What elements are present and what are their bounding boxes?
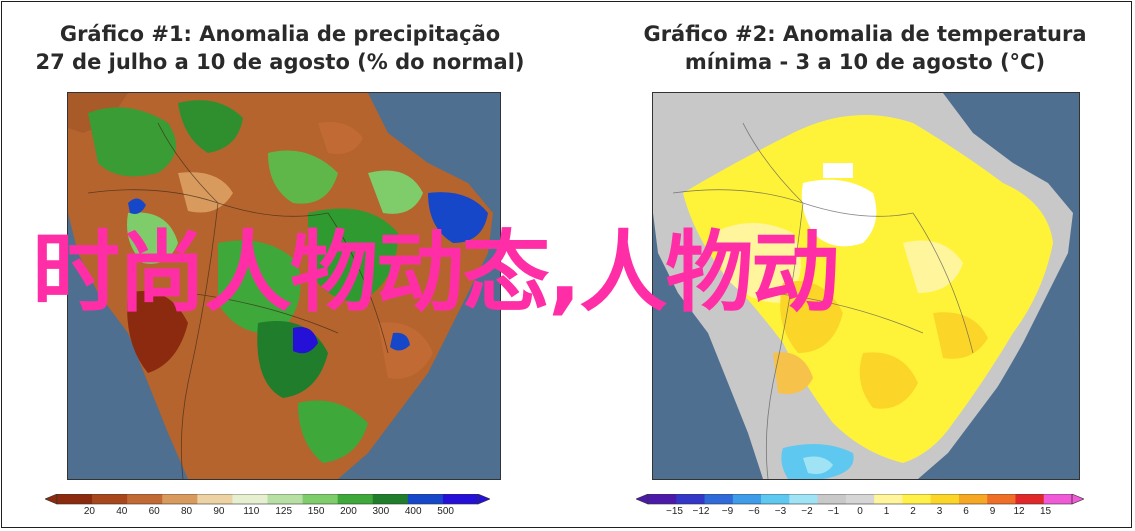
temp-colorbar-tick-label: −6 [748, 506, 760, 517]
temp-colorbar-tick-label: 15 [1039, 506, 1052, 517]
temp-colorbar-swatch [789, 494, 819, 504]
precip-colorbar-tick-label: 500 [437, 506, 454, 517]
temp-colorbar-tick-label: −2 [801, 506, 813, 517]
precip-colorbar-tick-label: 400 [404, 506, 422, 517]
temp-colorbar-tick-label: −15 [666, 506, 683, 517]
precip-colorbar-tick-label: 150 [307, 506, 325, 517]
precip-colorbar-swatch [57, 494, 93, 504]
temperature-anomaly-map [652, 92, 1080, 480]
precip-colorbar-swatch [407, 494, 444, 504]
precip-colorbar-swatch [197, 494, 233, 504]
temp-colorbar-swatch [817, 494, 847, 504]
temp-colorbar-tick-label: −1 [827, 506, 840, 517]
precip-colorbar-arrow-high [477, 494, 490, 505]
temp-colorbar-tick-label: 12 [1013, 506, 1025, 517]
precip-colorbar-swatch [92, 494, 128, 504]
temp-colorbar-swatch [704, 494, 734, 504]
temp-colorbar-tick-label: 2 [910, 506, 916, 517]
temp-colorbar-swatch [1043, 494, 1073, 504]
temp-colorbar-swatch [1015, 494, 1045, 504]
temp-colorbar-swatch [761, 494, 790, 504]
temperature-colorbar: −15 −12 −9 −6 −3 −2 −1 0 1 2 3 6 9 12 15 [636, 494, 1084, 530]
temp-colorbar-swatch [845, 494, 875, 504]
temp-colorbar-tick-label: 3 [936, 506, 943, 517]
temp-colorbar-tick-label: −3 [774, 506, 787, 517]
overlay-caption: 时尚人物动态,人物动 [32, 221, 839, 324]
precip-colorbar-tick-label: 80 [180, 506, 193, 517]
temp-colorbar-tick-label: 9 [989, 506, 996, 517]
precip-colorbar-tick-label: 20 [83, 506, 95, 517]
temp-colorbar-swatch [987, 494, 1016, 504]
precip-colorbar-swatch [442, 494, 479, 504]
temp-colorbar-swatch [902, 494, 932, 504]
precipitation-anomaly-map [67, 92, 501, 480]
temp-colorbar-arrow-low [636, 494, 649, 505]
precip-colorbar-swatch [267, 494, 304, 504]
panel1-title-line1: Gráfico #1: Anomalia de precipitação [59, 22, 501, 46]
precipitation-colorbar: 20 40 60 80 90 110 125 150 200 300 400 500 [45, 494, 490, 530]
panel1-title-line2: 27 de julho a 10 de agosto (% do normal) [35, 50, 525, 74]
precip-colorbar-swatch [337, 494, 374, 504]
precip-colorbar-tick-label: 110 [243, 506, 260, 517]
temp-colorbar-tick-label: 1 [883, 506, 890, 517]
temp-colorbar-swatch [874, 494, 903, 504]
precip-colorbar-swatch [232, 494, 268, 504]
precip-colorbar-swatch [162, 494, 198, 504]
precip-colorbar-tick-label: 40 [116, 506, 128, 517]
temp-colorbar-swatch [676, 494, 706, 504]
precip-colorbar-tick-label: 300 [372, 506, 390, 517]
precip-colorbar-tick-label: 90 [213, 506, 225, 517]
temp-colorbar-swatch [648, 494, 677, 504]
precip-colorbar-tick-label: 60 [148, 506, 160, 517]
precip-colorbar-swatch [372, 494, 409, 504]
temp-colorbar-tick-label: 0 [857, 506, 863, 517]
temp-colorbar-tick-label: −12 [692, 506, 710, 517]
precip-colorbar-tick-label: 200 [340, 506, 357, 517]
temp-colorbar-swatch [732, 494, 762, 504]
temp-colorbar-swatch [930, 494, 960, 504]
precip-colorbar-tick-label: 125 [275, 506, 293, 517]
temp-colorbar-arrow-high [1071, 494, 1084, 505]
precip-colorbar-swatch [302, 494, 339, 504]
temp-colorbar-tick-label: −9 [721, 506, 734, 517]
temp-colorbar-tick-label: 6 [963, 506, 969, 517]
precip-colorbar-swatch [127, 494, 163, 504]
precip-colorbar-arrow-low [45, 494, 58, 505]
temp-colorbar-swatch [958, 494, 988, 504]
panel2-title-line2: mínima - 3 a 10 de agosto (°C) [684, 50, 1046, 74]
panel2-title-line1: Gráfico #2: Anomalia de temperatura [643, 22, 1087, 46]
